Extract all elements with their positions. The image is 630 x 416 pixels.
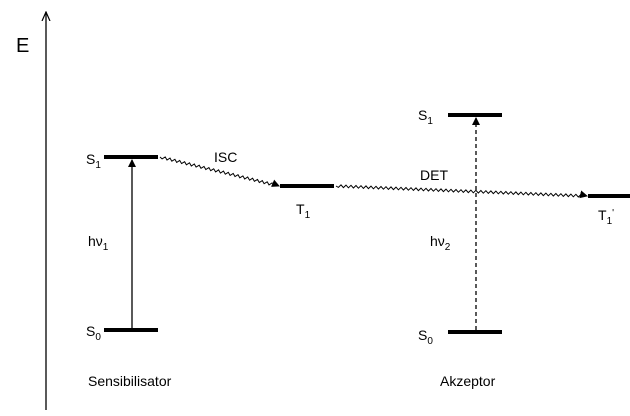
level-label: S0 [86,323,101,343]
prime: ' [612,208,614,219]
subscript: 1 [103,242,109,253]
level-label: S1 [418,107,433,127]
subscript: 1 [95,160,101,171]
subscript: 1 [305,210,311,221]
subscript: 0 [95,332,101,343]
subscript: 0 [427,336,433,347]
symbol: hν [430,233,445,249]
level-label: S0 [418,327,433,347]
group-label: Akzeptor [440,373,496,389]
level-label: S1 [86,151,101,171]
wavy-arrow [159,156,280,187]
subscript: 1 [607,216,613,227]
level-label: T1' [598,207,614,227]
symbol: S [86,151,95,167]
level-label: T1 [296,201,311,221]
wavy-arrow [335,184,588,199]
symbol: S [418,327,427,343]
subscript: 1 [427,116,433,127]
axis-label: E [16,35,29,57]
excitation-label: hν2 [430,233,451,253]
symbol: hν [88,233,103,249]
transition-label: DET [420,167,448,183]
subscript: 2 [445,242,451,253]
group-label: Sensibilisator [88,373,172,389]
transition-label: ISC [214,149,237,165]
excitation-label: hν1 [88,233,109,253]
wavy-transitions [159,156,588,199]
symbol: S [418,107,427,123]
symbol: T [598,207,607,223]
symbol: T [296,201,305,217]
symbol: S [86,323,95,339]
